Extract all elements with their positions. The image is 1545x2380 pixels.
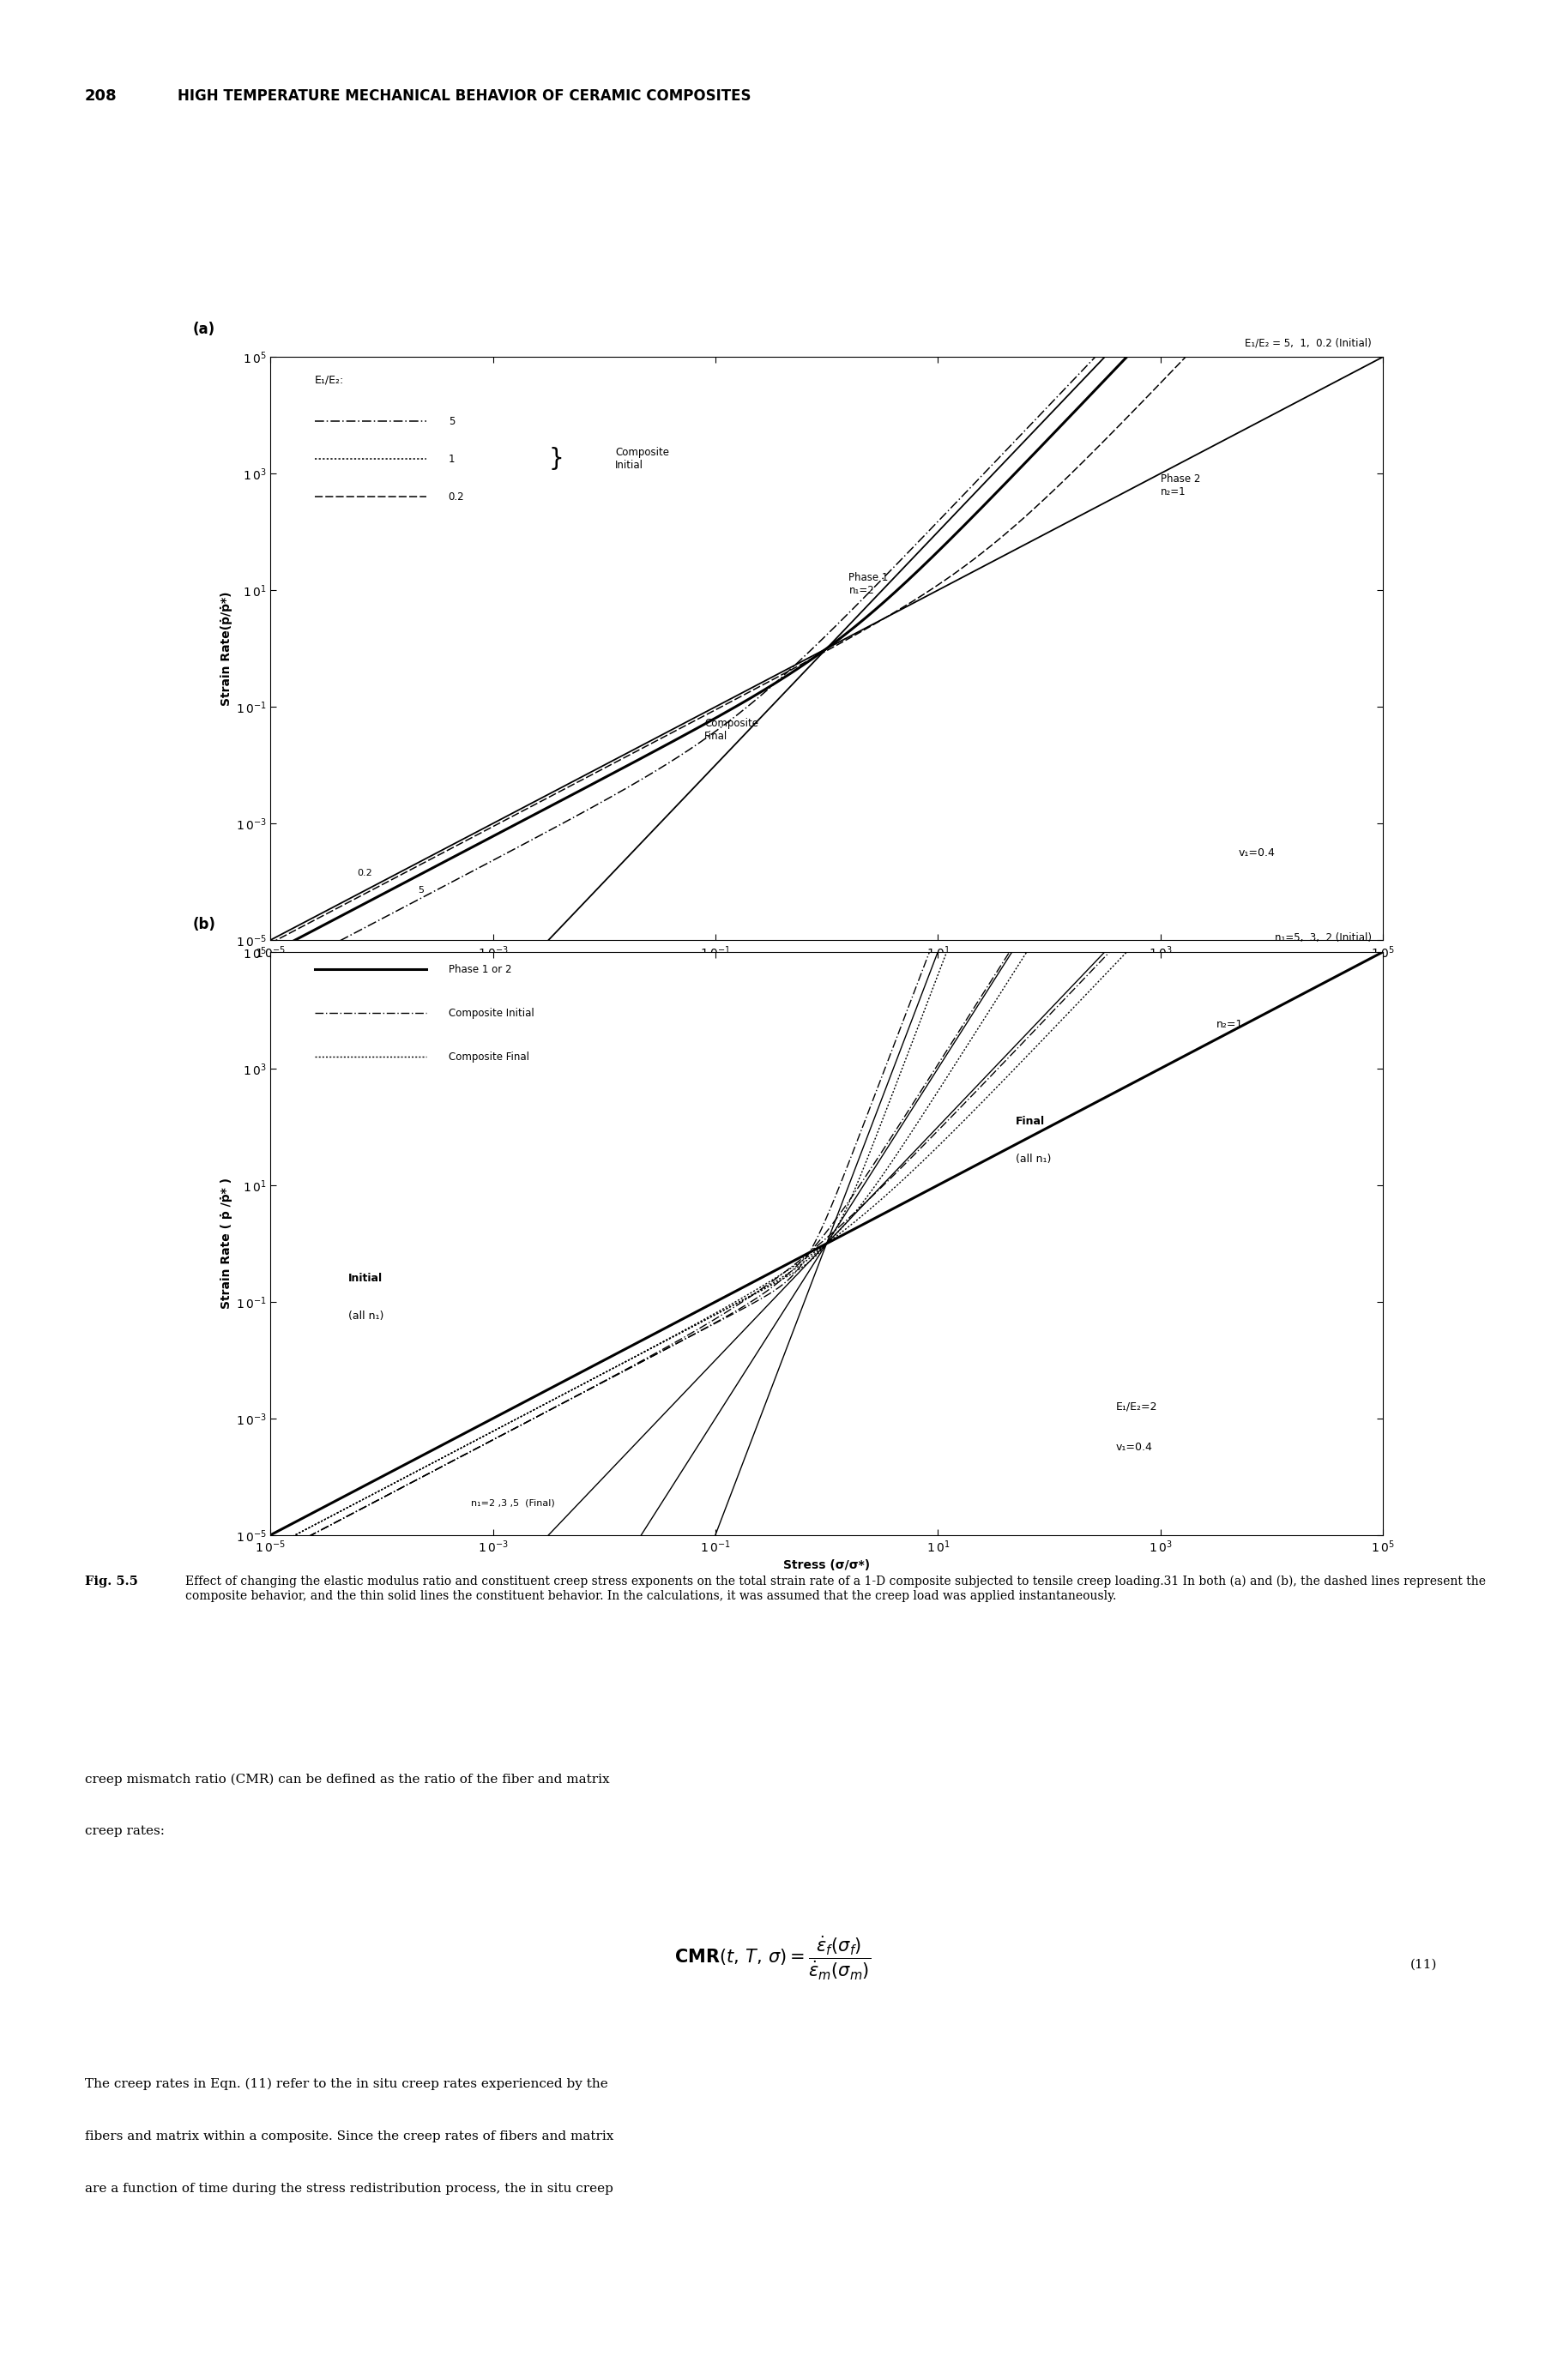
Text: Phase 2
n₂=1: Phase 2 n₂=1	[1160, 474, 1200, 497]
X-axis label: Stress (σ/σ*): Stress (σ/σ*)	[783, 964, 870, 976]
Y-axis label: Strain Rate ( ṗ /ṗ* ): Strain Rate ( ṗ /ṗ* )	[219, 1178, 232, 1309]
Text: creep mismatch ratio (CMR) can be defined as the ratio of the fiber and matrix: creep mismatch ratio (CMR) can be define…	[85, 1773, 610, 1785]
Text: Composite Final: Composite Final	[448, 1052, 528, 1061]
Text: 5: 5	[448, 416, 454, 426]
Text: v₁=0.4: v₁=0.4	[1238, 847, 1275, 859]
Text: (a): (a)	[193, 321, 215, 338]
X-axis label: Stress (σ/σ*): Stress (σ/σ*)	[783, 1559, 870, 1571]
Text: Composite
Final: Composite Final	[705, 719, 759, 743]
Text: E₁/E₂:: E₁/E₂:	[315, 374, 345, 386]
Text: Phase 1 or 2: Phase 1 or 2	[448, 964, 511, 976]
Text: }: }	[548, 447, 564, 471]
Text: (11): (11)	[1411, 1959, 1437, 1971]
Text: creep rates:: creep rates:	[85, 1825, 165, 1837]
Text: Final: Final	[1015, 1116, 1044, 1126]
Text: HIGH TEMPERATURE MECHANICAL BEHAVIOR OF CERAMIC COMPOSITES: HIGH TEMPERATURE MECHANICAL BEHAVIOR OF …	[178, 88, 751, 102]
Text: n₂=1: n₂=1	[1216, 1019, 1242, 1031]
Text: E₁/E₂=2: E₁/E₂=2	[1115, 1402, 1157, 1411]
Text: v₁=0.4: v₁=0.4	[1115, 1442, 1153, 1454]
Text: (all n₁): (all n₁)	[1015, 1154, 1051, 1164]
Y-axis label: Strain Rate(ṗ/ṗ*): Strain Rate(ṗ/ṗ*)	[219, 590, 232, 707]
Text: n₁=5,  3,  2 (Initial): n₁=5, 3, 2 (Initial)	[1275, 933, 1372, 942]
Text: n₁=2 ,3 ,5  (Final): n₁=2 ,3 ,5 (Final)	[471, 1499, 555, 1507]
Text: 5: 5	[417, 885, 423, 895]
Text: 0.2: 0.2	[357, 869, 372, 878]
Text: $\mathbf{CMR}(t,\,T,\,\sigma) = \dfrac{\dot{\varepsilon}_f(\sigma_f)}{\dot{\vare: $\mathbf{CMR}(t,\,T,\,\sigma) = \dfrac{\…	[674, 1935, 871, 1983]
Text: are a function of time during the stress redistribution process, the in situ cre: are a function of time during the stress…	[85, 2182, 613, 2194]
Text: Composite Initial: Composite Initial	[448, 1007, 535, 1019]
Text: E₁/E₂ = 5,  1,  0.2 (Initial): E₁/E₂ = 5, 1, 0.2 (Initial)	[1245, 338, 1372, 347]
Text: Initial: Initial	[348, 1273, 383, 1285]
Text: Composite
Initial: Composite Initial	[615, 447, 669, 471]
Text: fibers and matrix within a composite. Since the creep rates of fibers and matrix: fibers and matrix within a composite. Si…	[85, 2130, 613, 2142]
Text: The creep rates in Eqn. (11) refer to the in situ creep rates experienced by the: The creep rates in Eqn. (11) refer to th…	[85, 2078, 609, 2090]
Text: Effect of changing the elastic modulus ratio and constituent creep stress expone: Effect of changing the elastic modulus r…	[185, 1576, 1486, 1602]
Text: Phase 1
n₁=2: Phase 1 n₁=2	[848, 574, 888, 597]
Text: 208: 208	[85, 88, 117, 102]
Text: Fig. 5.5: Fig. 5.5	[85, 1576, 138, 1587]
Text: (all n₁): (all n₁)	[348, 1311, 383, 1321]
Text: 0.2: 0.2	[448, 490, 465, 502]
Text: 1: 1	[448, 455, 454, 464]
Text: (b): (b)	[193, 916, 216, 933]
